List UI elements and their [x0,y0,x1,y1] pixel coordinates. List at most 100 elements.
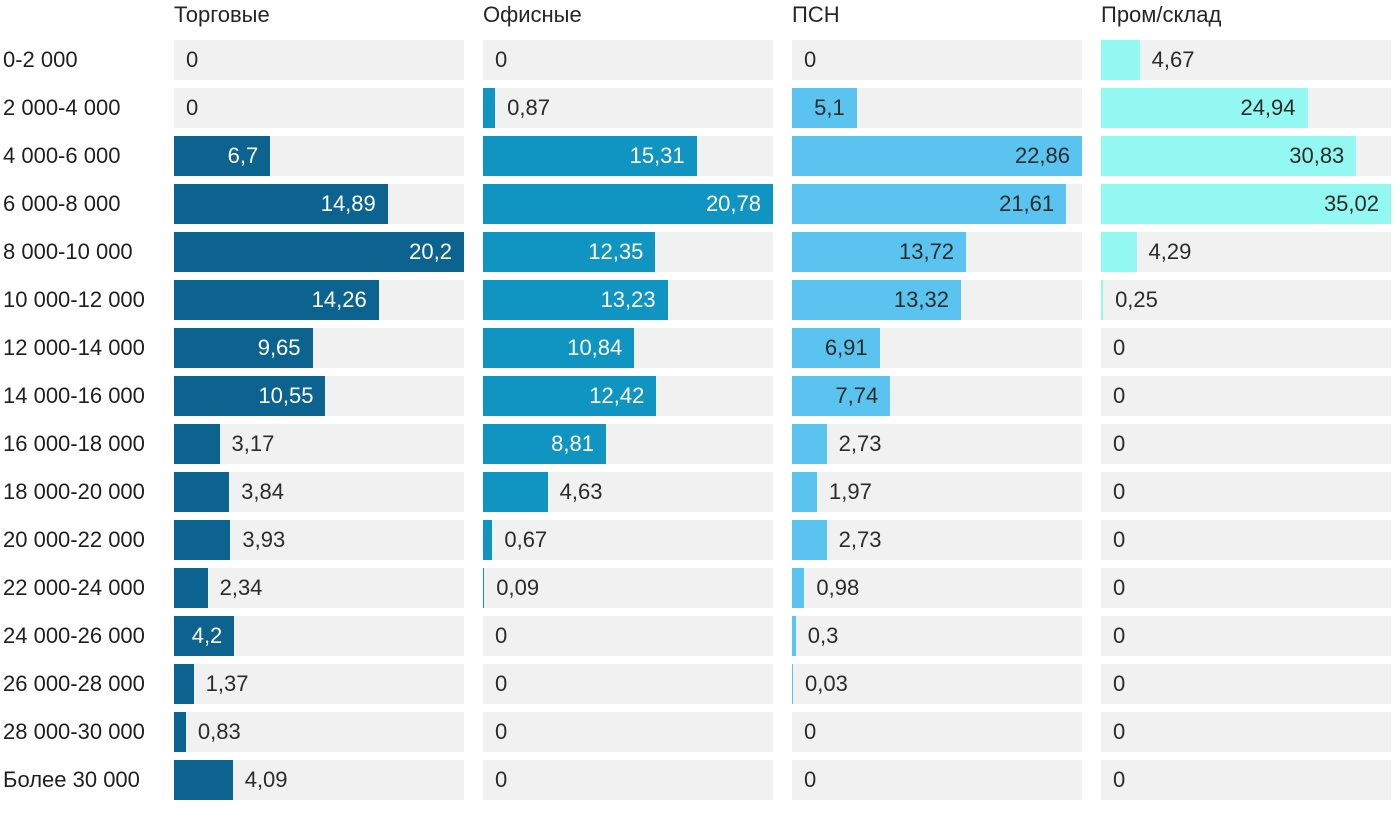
bar [483,568,485,608]
column-header-psn: ПСН [792,2,840,27]
bar: 5,1 [792,88,857,128]
bar-track: 0,09 [483,568,773,608]
row-label: 2 000-4 000 [3,95,121,120]
bar-value-label: 24,94 [1240,95,1296,120]
bar-value-label: 20,2 [409,239,452,264]
bar-track: 14,89 [174,184,464,224]
bar-track: 0 [174,40,464,80]
chart-row: 6 000-8 000 14,89 20,78 21,61 35,02 [0,184,1391,224]
bar [174,568,208,608]
bar-value-label: 0,25 [1115,287,1158,312]
chart-row: 18 000-20 000 3,84 4,63 1,97 0 [0,472,1391,512]
bar-track: 0,98 [792,568,1082,608]
bar-value-label: 0 [186,95,199,120]
bar: 12,42 [483,376,657,416]
chart-row: 0-2 000 0 0 0 4,67 [0,40,1391,80]
bar-track: 0 [483,616,773,656]
bar-value-label: 0 [495,767,508,792]
bar: 6,7 [174,136,271,176]
bar-track: 35,02 [1101,184,1391,224]
bar: 22,86 [792,136,1082,176]
bar-track: 0,83 [174,712,464,752]
chart-row: 8 000-10 000 20,2 12,35 13,72 4,29 [0,232,1391,272]
row-label: 12 000-14 000 [3,335,145,360]
bar-track: 10,84 [483,328,773,368]
bar-value-label: 13,72 [898,239,955,264]
bar-value-label: 0 [1113,527,1126,552]
bar: 7,74 [792,376,891,416]
bar-value-label: 0 [804,767,817,792]
bar-value-label: 13,32 [893,287,949,312]
bar-value-label: 35,02 [1323,191,1379,216]
bar-value-label: 0 [1113,431,1126,456]
bar-track: 1,37 [174,664,464,704]
row-label: 20 000-22 000 [3,527,145,552]
bar [792,568,805,608]
bar-value-label: 0,3 [807,623,839,648]
bar-value-label: 0 [1113,623,1126,648]
bar-track: 24,94 [1101,88,1391,128]
bar [1101,232,1137,272]
bar-track: 10,55 [174,376,464,416]
chart-row: Более 30 000 4,09 0 0 0 [0,760,1391,800]
bar-track: 0 [1101,328,1391,368]
bar [483,472,548,512]
bar-track: 5,1 [792,88,1082,128]
bar-value-label: 9,65 [257,335,301,360]
row-label: 6 000-8 000 [3,191,121,216]
row-label: 16 000-18 000 [3,431,145,456]
bar-track: 12,35 [483,232,773,272]
bar-track: 3,17 [174,424,464,464]
bar-track: 0 [483,760,773,800]
bar-track: 30,83 [1101,136,1391,176]
bar-value-label: 0 [495,623,508,648]
row-label: 26 000-28 000 [3,671,145,696]
bar-value-label: 4,67 [1151,47,1195,72]
bar-track: 6,7 [174,136,464,176]
bar-track: 13,72 [792,232,1082,272]
bar-track: 2,34 [174,568,464,608]
bar-value-label: 0 [1113,767,1126,792]
bar: 21,61 [792,184,1067,224]
bar-track: 3,84 [174,472,464,512]
bar-track: 0 [1101,664,1391,704]
bar: 14,26 [174,280,379,320]
bar [792,520,827,560]
chart-row: 4 000-6 000 6,7 15,31 22,86 30,83 [0,136,1391,176]
bar-track: 12,42 [483,376,773,416]
bar-value-label: 0 [804,719,817,744]
bar-track: 0 [1101,568,1391,608]
bar-value-label: 13,23 [600,287,656,312]
bar-track: 2,73 [792,520,1082,560]
bar-value-label: 10,55 [258,383,314,408]
bar-value-label: 0,83 [197,719,241,744]
bar-value-label: 20,78 [705,191,761,216]
bar: 13,23 [483,280,668,320]
bar-track: 0 [174,88,464,128]
bar [483,520,493,560]
bar [174,424,220,464]
bar-track: 0 [792,712,1082,752]
bar-track: 0,3 [792,616,1082,656]
bar: 12,35 [483,232,656,272]
bar: 8,81 [483,424,606,464]
bar-track: 0 [1101,520,1391,560]
bar-value-label: 30,83 [1289,143,1345,168]
bar-value-label: 0,67 [504,527,548,552]
bar [1101,280,1104,320]
bar: 13,72 [792,232,967,272]
bar [174,472,230,512]
bar-track: 20,2 [174,232,464,272]
bar-value-label: 0 [1113,383,1126,408]
bar: 15,31 [483,136,697,176]
bar-track: 0,67 [483,520,773,560]
bar: 35,02 [1101,184,1391,224]
bar-value-label: 0 [1113,575,1126,600]
column-header-torgovye: Торговые [174,2,270,27]
bar [1101,40,1140,80]
bar-track: 4,29 [1101,232,1391,272]
bar: 20,2 [174,232,464,272]
bar-value-label: 0 [495,719,508,744]
bar-track: 0 [792,760,1082,800]
bar-value-label: 7,74 [835,383,879,408]
